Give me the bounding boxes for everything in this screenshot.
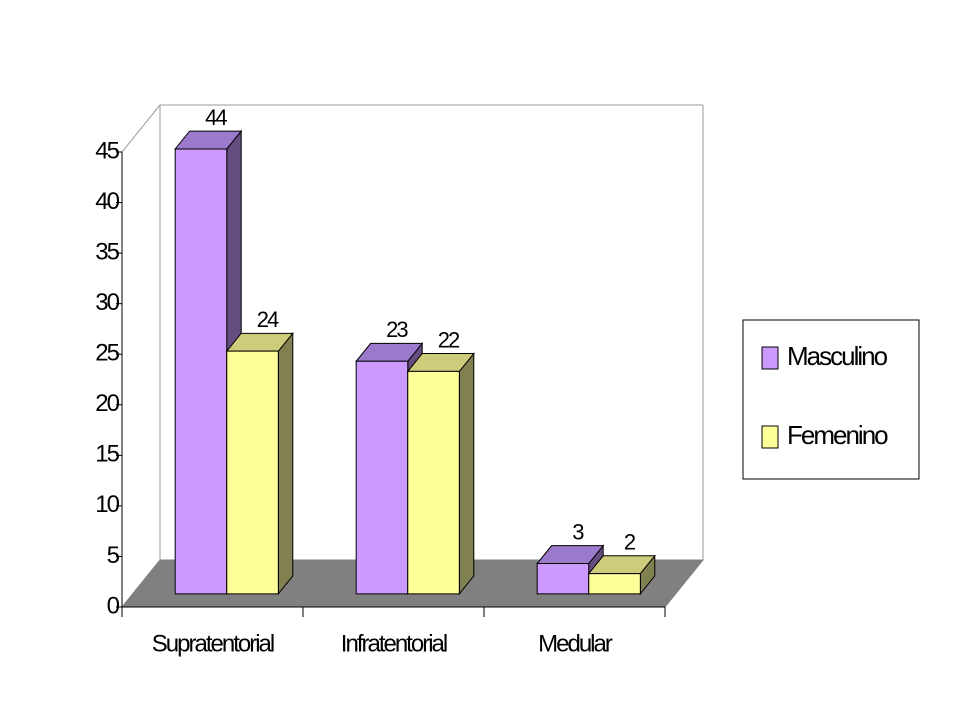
y-tick-label: 40 xyxy=(95,188,119,215)
data-label: 3 xyxy=(572,519,584,544)
y-tick-label: 20 xyxy=(95,390,119,417)
legend-swatch xyxy=(761,425,779,449)
data-label: 44 xyxy=(205,105,227,130)
bar xyxy=(587,554,656,596)
data-label: 22 xyxy=(438,327,460,352)
y-tick-label: 5 xyxy=(107,542,120,569)
x-tick-label: Supratentorial xyxy=(152,630,274,657)
x-tick-label: Medular xyxy=(538,630,613,657)
bar-front xyxy=(226,350,279,595)
bar-front xyxy=(407,370,460,595)
wall-line xyxy=(121,104,161,153)
data-label: 2 xyxy=(624,530,636,555)
bar-front xyxy=(174,148,228,595)
bar xyxy=(225,331,294,596)
bar-side xyxy=(277,331,294,596)
y-tick-label: 25 xyxy=(95,340,119,367)
y-tick-label: 30 xyxy=(95,289,119,316)
bar-front xyxy=(588,573,641,595)
data-label: 23 xyxy=(386,317,408,342)
y-tick-label: 10 xyxy=(95,491,119,518)
data-label: 24 xyxy=(257,307,279,332)
bar-side xyxy=(458,352,475,596)
y-tick-label: 45 xyxy=(95,137,119,164)
y-tick-label: 15 xyxy=(95,441,119,468)
y-tick-label: 35 xyxy=(95,238,119,265)
legend-swatch xyxy=(761,346,779,370)
y-tick-label: 0 xyxy=(107,592,120,619)
x-tick-label: Infratentorial xyxy=(341,630,447,657)
legend-label: Femenino xyxy=(787,420,888,450)
bar-front xyxy=(355,360,409,595)
bar xyxy=(406,352,475,596)
bar-front xyxy=(536,563,590,595)
legend-label: Masculino xyxy=(787,341,888,371)
